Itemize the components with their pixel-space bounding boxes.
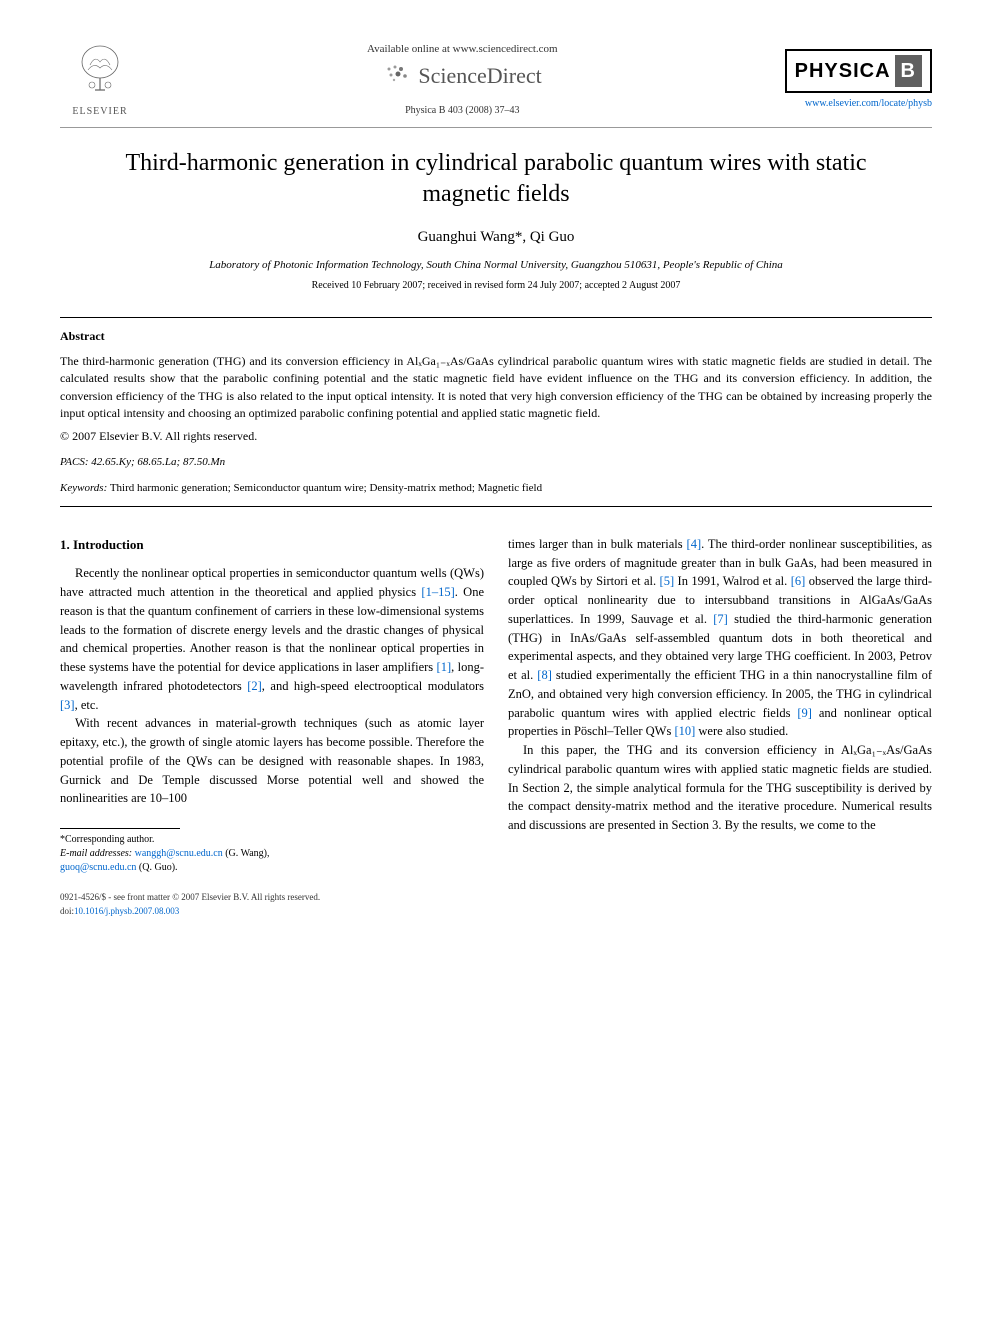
journal-homepage-link[interactable]: www.elsevier.com/locate/physb [785, 97, 932, 111]
footnote-separator [60, 828, 180, 829]
doi-link[interactable]: 10.1016/j.physb.2007.08.003 [74, 906, 179, 916]
sd-dots-icon [383, 63, 413, 83]
keywords-text: Third harmonic generation; Semiconductor… [110, 482, 542, 494]
email-label: E-mail addresses: [60, 848, 132, 859]
section-1-heading: 1. Introduction [60, 535, 484, 555]
ref-link-2[interactable]: [2] [247, 679, 262, 693]
right-header: PHYSICA B www.elsevier.com/locate/physb [785, 49, 932, 111]
keywords-line: Keywords: Third harmonic generation; Sem… [60, 481, 932, 496]
left-column: 1. Introduction Recently the nonlinear o… [60, 535, 484, 918]
email-1[interactable]: wanggh@scnu.edu.cn [135, 848, 223, 859]
ref-link-5[interactable]: [5] [660, 574, 675, 588]
elsevier-logo: ELSEVIER [60, 40, 140, 119]
physica-logo: PHYSICA B [785, 49, 932, 93]
article-title: Third-harmonic generation in cylindrical… [100, 148, 892, 210]
physica-b-badge: B [895, 55, 922, 87]
center-header: Available online at www.sciencedirect.co… [140, 42, 785, 118]
elsevier-label: ELSEVIER [60, 105, 140, 119]
doi-line: doi:10.1016/j.physb.2007.08.003 [60, 905, 484, 919]
pacs-line: PACS: 42.65.Ky; 68.65.La; 87.50.Mn [60, 455, 932, 470]
ref-link-3[interactable]: [3] [60, 698, 75, 712]
abstract-top-rule [60, 317, 932, 318]
email-2-name: (Q. Guo). [139, 862, 178, 873]
article-dates: Received 10 February 2007; received in r… [60, 279, 932, 293]
footnote-block: *Corresponding author. E-mail addresses:… [60, 833, 484, 875]
ref-link-9[interactable]: [9] [797, 706, 812, 720]
abstract-text: The third-harmonic generation (THG) and … [60, 353, 932, 423]
ref-link-4[interactable]: [4] [687, 537, 702, 551]
abstract-label: Abstract [60, 328, 932, 345]
intro-paragraph-3: In this paper, the THG and its conversio… [508, 741, 932, 835]
corresponding-author: *Corresponding author. [60, 833, 484, 847]
available-online-text: Available online at www.sciencedirect.co… [140, 42, 785, 57]
right-column: times larger than in bulk materials [4].… [508, 535, 932, 918]
body-columns: 1. Introduction Recently the nonlinear o… [60, 535, 932, 918]
journal-reference: Physica B 403 (2008) 37–43 [140, 104, 785, 118]
keywords-label: Keywords: [60, 482, 107, 494]
affiliation: Laboratory of Photonic Information Techn… [60, 258, 932, 273]
abstract-copyright: © 2007 Elsevier B.V. All rights reserved… [60, 428, 932, 445]
sciencedirect-logo: ScienceDirect [140, 61, 785, 92]
journal-header: ELSEVIER Available online at www.science… [60, 40, 932, 119]
ref-link-1-15[interactable]: [1–15] [421, 585, 454, 599]
email-2[interactable]: guoq@scnu.edu.cn [60, 862, 136, 873]
ref-link-8[interactable]: [8] [537, 668, 552, 682]
pacs-codes: 42.65.Ky; 68.65.La; 87.50.Mn [91, 456, 225, 468]
intro-paragraph-1: Recently the nonlinear optical propertie… [60, 564, 484, 714]
intro-paragraph-2-left: With recent advances in material-growth … [60, 714, 484, 808]
issn-line: 0921-4526/$ - see front matter © 2007 El… [60, 891, 484, 905]
intro-paragraph-2-right: times larger than in bulk materials [4].… [508, 535, 932, 741]
physica-text: PHYSICA [795, 57, 891, 85]
page-footer: 0921-4526/$ - see front matter © 2007 El… [60, 891, 484, 918]
email-1-name: (G. Wang), [225, 848, 269, 859]
sciencedirect-text: ScienceDirect [418, 63, 541, 88]
header-divider [60, 127, 932, 128]
abstract-bottom-rule [60, 506, 932, 507]
authors: Guanghui Wang*, Qi Guo [60, 227, 932, 248]
elsevier-tree-icon [70, 40, 130, 100]
ref-link-6[interactable]: [6] [791, 574, 806, 588]
email-line: E-mail addresses: wanggh@scnu.edu.cn (G.… [60, 847, 484, 861]
ref-link-1[interactable]: [1] [437, 660, 452, 674]
ref-link-7[interactable]: [7] [713, 612, 728, 626]
pacs-label: PACS: [60, 456, 89, 468]
ref-link-10[interactable]: [10] [674, 724, 695, 738]
email-line-2: guoq@scnu.edu.cn (Q. Guo). [60, 861, 484, 875]
